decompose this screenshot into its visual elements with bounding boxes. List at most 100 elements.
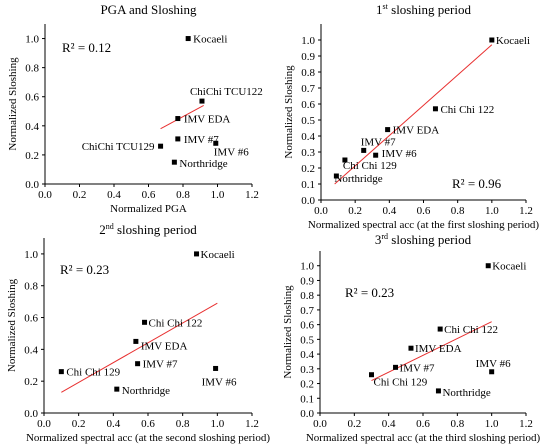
chart-title-main: 1 bbox=[376, 2, 383, 17]
x-tick-label: 0.2 bbox=[347, 418, 361, 430]
chart-title: PGA and Sloshing bbox=[100, 2, 197, 17]
data-point bbox=[171, 159, 177, 165]
data-point bbox=[369, 372, 374, 378]
y-tick-label: 0.2 bbox=[301, 163, 315, 175]
data-point bbox=[485, 263, 491, 269]
chart-title-rest: sloshing period bbox=[114, 222, 198, 237]
x-tick-label: 0.4 bbox=[382, 205, 396, 217]
x-axis-label: Normalized PGA bbox=[110, 203, 187, 215]
data-point-label: Chi Chi 129 bbox=[343, 160, 397, 172]
data-point bbox=[199, 98, 205, 104]
data-point-label: ChiChi TCU129 bbox=[82, 141, 155, 153]
y-tick-label: 0.9 bbox=[300, 275, 314, 287]
y-tick-label: 0.6 bbox=[301, 99, 315, 111]
y-tick-label: 0.4 bbox=[25, 121, 39, 133]
data-point-label: Kocaeli bbox=[193, 34, 227, 46]
x-tick-label: 0.6 bbox=[142, 189, 156, 201]
x-tick-label: 0.8 bbox=[176, 189, 190, 201]
data-point bbox=[135, 361, 141, 367]
x-tick-label: 0.2 bbox=[348, 205, 362, 217]
x-tick-label: 0.4 bbox=[107, 189, 121, 201]
x-tick-label: 0.0 bbox=[314, 205, 328, 217]
data-point-label: ChiChi TCU122 bbox=[190, 86, 263, 98]
data-point-label: Northridge bbox=[334, 173, 382, 185]
r-squared-annotation: R² = 0.23 bbox=[60, 262, 109, 277]
panel-first-period: 0.0 0.2 0.4 0.6 0.8 1.0 1.2 0.0 0.1 0.2 0.3 0.4 0.5 0… bbox=[283, 2, 539, 231]
chart-title-sup: nd bbox=[106, 222, 114, 231]
data-point-label: Kocaeli bbox=[201, 249, 235, 261]
y-tick-label: 0.2 bbox=[300, 379, 314, 391]
y-axis-label: Normalized Sloshing bbox=[6, 278, 18, 372]
data-point bbox=[58, 369, 64, 375]
data-point-label: IMV #6 bbox=[202, 376, 237, 388]
x-tick-label: 1.0 bbox=[210, 418, 224, 430]
y-tick-label: 1.0 bbox=[301, 35, 315, 47]
y-tick-label: 0.0 bbox=[25, 179, 39, 191]
data-point bbox=[194, 251, 200, 257]
data-point bbox=[393, 364, 399, 370]
y-tick-label: 0.6 bbox=[24, 313, 38, 325]
y-tick-label: 0.2 bbox=[24, 376, 38, 388]
x-tick-label: 0.6 bbox=[416, 418, 430, 430]
y-tick-label: 0.2 bbox=[25, 150, 39, 162]
y-tick-label: 0.5 bbox=[301, 115, 315, 127]
data-point bbox=[175, 136, 181, 142]
y-tick-label: 0.6 bbox=[300, 320, 314, 332]
y-tick-label: 0.8 bbox=[300, 290, 314, 302]
trend-line bbox=[334, 44, 493, 185]
x-tick-label: 0.0 bbox=[313, 418, 327, 430]
data-point bbox=[408, 345, 414, 351]
x-tick-label: 0.2 bbox=[73, 189, 87, 201]
chart-title: 3rd sloshing period bbox=[375, 232, 472, 247]
y-tick-label: 1.0 bbox=[24, 249, 38, 261]
data-point bbox=[489, 369, 495, 375]
chart-title-main: 3 bbox=[375, 232, 382, 247]
y-tick-label: 0.4 bbox=[301, 131, 315, 143]
y-tick-label: 0.7 bbox=[300, 305, 314, 317]
data-point bbox=[361, 147, 367, 153]
x-tick-label: 0.0 bbox=[37, 418, 51, 430]
chart-title-rest: sloshing period bbox=[388, 232, 472, 247]
y-tick-label: 0.0 bbox=[301, 195, 315, 207]
data-point bbox=[213, 365, 219, 371]
x-axis-label: Normalized spectral acc (at the third sl… bbox=[306, 432, 541, 444]
x-tick-label: 1.0 bbox=[485, 205, 499, 217]
x-tick-label: 1.0 bbox=[485, 418, 499, 430]
data-point bbox=[342, 157, 348, 163]
y-tick-label: 0.8 bbox=[25, 63, 39, 75]
y-tick-label: 1.0 bbox=[25, 34, 39, 46]
y-axis-label: Normalized Sloshing bbox=[282, 285, 294, 379]
chart-title: 2nd sloshing period bbox=[99, 222, 197, 237]
y-tick-label: 0.9 bbox=[301, 51, 315, 63]
data-point-label: Chi Chi 122 bbox=[444, 324, 498, 336]
data-point bbox=[333, 173, 339, 179]
y-tick-label: 0.4 bbox=[300, 349, 314, 361]
y-axis-label: Normalized Sloshing bbox=[283, 65, 295, 159]
y-tick-label: 0.0 bbox=[24, 408, 38, 420]
x-tick-label: 1.2 bbox=[519, 205, 533, 217]
panel-third-period: 0.0 0.2 0.4 0.6 0.8 1.0 1.2 0.0 0.1 0.2 0.3 0.4 0.5 0… bbox=[282, 232, 540, 444]
data-point-label: Chi Chi 122 bbox=[149, 317, 203, 329]
x-tick-label: 0.8 bbox=[176, 418, 190, 430]
data-point-label: IMV #6 bbox=[214, 146, 249, 158]
data-point bbox=[385, 127, 391, 133]
x-tick-label: 0.8 bbox=[450, 418, 464, 430]
chart-title-main: 2 bbox=[99, 222, 106, 237]
y-tick-label: 0.1 bbox=[301, 179, 315, 191]
data-point-label: Chi Chi 129 bbox=[374, 377, 428, 389]
y-tick-label: 1.0 bbox=[300, 261, 314, 273]
data-point-label: IMV EDA bbox=[184, 114, 231, 126]
data-point-label: IMV #6 bbox=[382, 148, 417, 160]
y-tick-label: 0.5 bbox=[300, 334, 314, 346]
data-point-label: Kocaeli bbox=[492, 261, 526, 273]
x-tick-label: 0.4 bbox=[382, 418, 396, 430]
y-tick-label: 0.3 bbox=[301, 147, 315, 159]
chart-title-sup: st bbox=[383, 2, 389, 11]
data-point-label: IMV EDA bbox=[141, 340, 188, 352]
y-tick-label: 0.1 bbox=[300, 393, 314, 405]
data-point-label: IMV #6 bbox=[476, 358, 511, 370]
data-point bbox=[435, 388, 441, 394]
data-point bbox=[185, 36, 191, 42]
panel-pga: 0.0 0.2 0.4 0.6 0.8 1.0 1.2 0.0 0.2 0.4 0.6 0.8 1.0 P… bbox=[7, 2, 263, 215]
